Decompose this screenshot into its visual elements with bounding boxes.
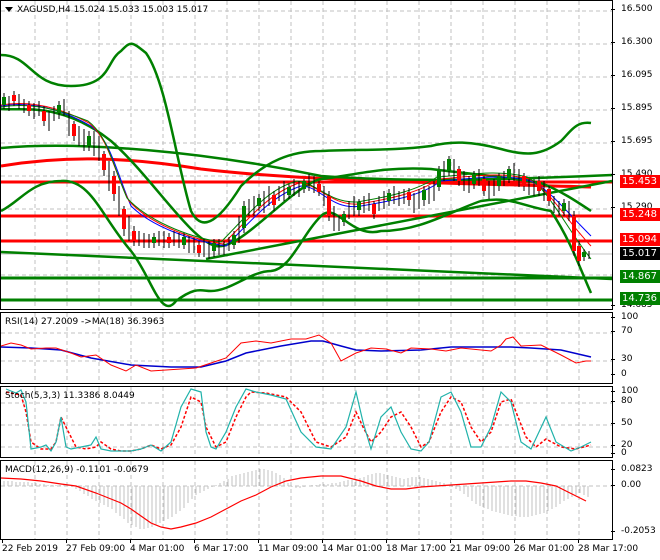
- time-tick: 11 Mar 09:00: [258, 539, 319, 554]
- grid: [1, 1, 612, 309]
- candle-bodies: [2, 95, 586, 261]
- rsi-label: RSI(14) 27.2009 ->MA(18) 36.3963: [5, 317, 165, 327]
- rsi-panel[interactable]: RSI(14) 27.2009 ->MA(18) 36.3963: [0, 312, 613, 384]
- level-tag-15248: 15.248: [620, 208, 660, 221]
- macd-signal-line: [1, 475, 587, 530]
- price-tick: 16.095: [611, 70, 653, 81]
- time-tick: 21 Mar 09:00: [450, 539, 511, 554]
- time-tick: 26 Mar 01:00: [514, 539, 575, 554]
- symbol-header: XAGUSD,H4 15.024 15.033 15.003 15.017: [5, 5, 208, 15]
- stochastic-canvas: [1, 387, 612, 457]
- macd-axis: 0.0823 0.00 -0.2053: [610, 460, 660, 540]
- support-resistance-levels: [1, 180, 612, 302]
- rsi-canvas: [1, 313, 612, 383]
- price-chart-canvas: [1, 1, 612, 309]
- time-tick: 28 Mar 17:00: [578, 539, 639, 554]
- dropdown-arrow-icon[interactable]: [5, 7, 13, 12]
- open-value: 15.024: [73, 5, 106, 15]
- level-tag-15453: 15.453: [620, 175, 660, 188]
- price-tick: 15.695: [611, 136, 653, 147]
- grid: [1, 461, 612, 539]
- level-tag-14736: 14.736: [620, 292, 660, 305]
- level-tag-15094: 15.094: [620, 233, 660, 246]
- time-axis: 22 Feb 2019 27 Feb 09:00 4 Mar 01:00 6 M…: [0, 539, 660, 560]
- time-tick: 18 Mar 17:00: [386, 539, 447, 554]
- grid: [1, 387, 612, 457]
- price-chart-panel[interactable]: XAGUSD,H4 15.024 15.033 15.003 15.017: [0, 0, 613, 310]
- low-value: 15.003: [142, 5, 174, 15]
- stoch-main-line: [5, 388, 592, 453]
- current-price-tag: 15.017: [620, 247, 660, 260]
- rsi-axis: 100 70 30 0: [610, 312, 660, 384]
- level-tag-14867: 14.867: [620, 270, 660, 283]
- time-tick: 6 Mar 17:00: [194, 539, 249, 554]
- price-tick: 14.685: [611, 300, 653, 311]
- stochastic-label: Stoch(5,3,3) 11.3386 8.0449: [5, 391, 135, 401]
- macd-panel[interactable]: MACD(12,26,9) -0.1101 -0.0679: [0, 460, 613, 540]
- symbol-label: XAGUSD,H4: [17, 5, 71, 15]
- stochastic-panel[interactable]: Stoch(5,3,3) 11.3386 8.0449: [0, 386, 613, 458]
- macd-canvas: [1, 461, 612, 539]
- macd-label: MACD(12,26,9) -0.1101 -0.0679: [5, 465, 149, 475]
- price-tick: 16.300: [611, 37, 653, 48]
- price-axis: 16.500 16.300 16.095 15.895 15.695 15.49…: [611, 0, 660, 311]
- bollinger-bands: [1, 42, 593, 308]
- time-tick: 22 Feb 2019: [2, 539, 59, 554]
- price-tick: 16.500: [611, 4, 653, 15]
- price-tick: 15.490: [611, 169, 653, 180]
- stochastic-axis: 100 80 50 20 0: [610, 386, 660, 458]
- macd-histogram: [3, 469, 589, 529]
- price-tick: 15.895: [611, 103, 653, 114]
- trend-lines: [1, 144, 612, 281]
- time-tick: 14 Mar 01:00: [322, 539, 383, 554]
- grid: [1, 313, 612, 383]
- high-value: 15.033: [107, 5, 140, 15]
- close-value: 15.017: [176, 5, 209, 15]
- time-tick: 27 Feb 09:00: [66, 539, 126, 554]
- rsi-ma-line: [1, 340, 592, 368]
- price-tick: 15.290: [611, 202, 653, 213]
- rsi-line: [1, 334, 591, 372]
- time-tick: 4 Mar 01:00: [130, 539, 185, 554]
